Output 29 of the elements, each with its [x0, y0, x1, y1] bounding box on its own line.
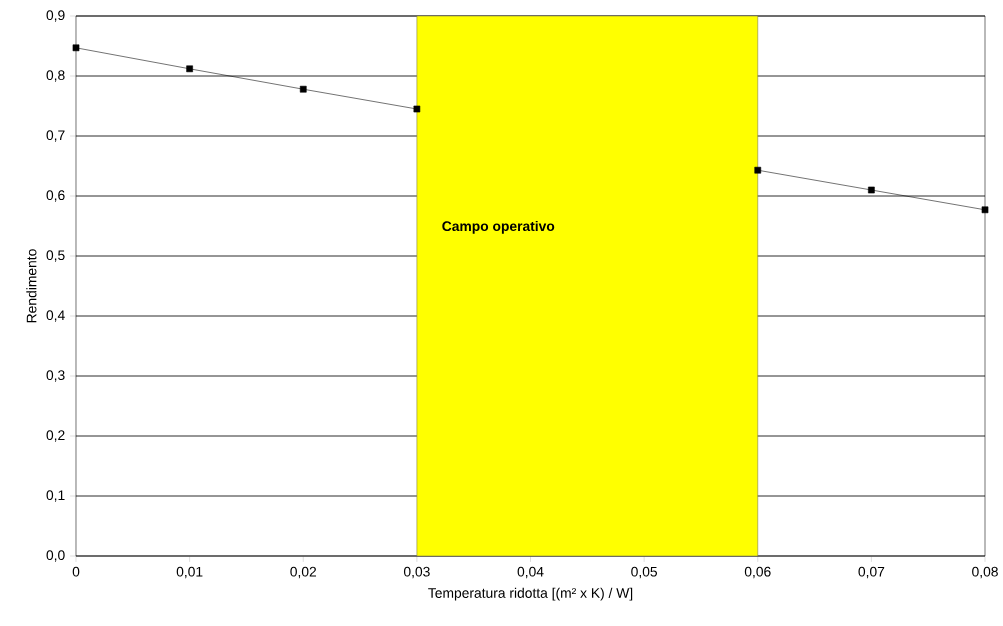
x-tick-label: 0,07 — [858, 566, 885, 579]
point — [413, 105, 421, 113]
point — [754, 166, 762, 174]
y-tick-label: 0,6 — [46, 190, 65, 202]
point — [299, 85, 307, 93]
y-tick-label: 0,9 — [46, 10, 65, 22]
x-tick-label: 0,08 — [972, 566, 998, 579]
point — [186, 65, 193, 73]
x-tick-label: 0,02 — [290, 566, 317, 579]
x-tick-label: 0,05 — [631, 566, 658, 579]
y-tick-label: 0,2 — [46, 430, 65, 442]
x-tick-label: 0,04 — [517, 566, 544, 579]
band-label: Campo operativo — [442, 220, 555, 234]
y-axis-title: Rendimento — [26, 249, 37, 323]
point — [981, 206, 989, 214]
y-tick-label: 0,7 — [46, 130, 65, 142]
y-tick-label: 0,3 — [46, 370, 65, 382]
x-tick-label: 0,06 — [744, 566, 771, 579]
x-tick-label: 0,03 — [403, 566, 430, 579]
y-tick-label: 0,1 — [46, 490, 65, 502]
y-tick-label: 0,0 — [46, 550, 65, 562]
y-tick-label: 0,5 — [46, 250, 65, 262]
x-tick-label: 0,01 — [176, 566, 203, 579]
point — [72, 44, 80, 52]
x-axis-title: Temperatura ridotta [(m² x K) / W] — [428, 587, 633, 601]
y-tick-label: 0,8 — [46, 70, 65, 82]
x-tick-label: 0 — [72, 566, 80, 577]
y-tick-label: 0,4 — [46, 310, 65, 322]
point — [868, 186, 875, 194]
